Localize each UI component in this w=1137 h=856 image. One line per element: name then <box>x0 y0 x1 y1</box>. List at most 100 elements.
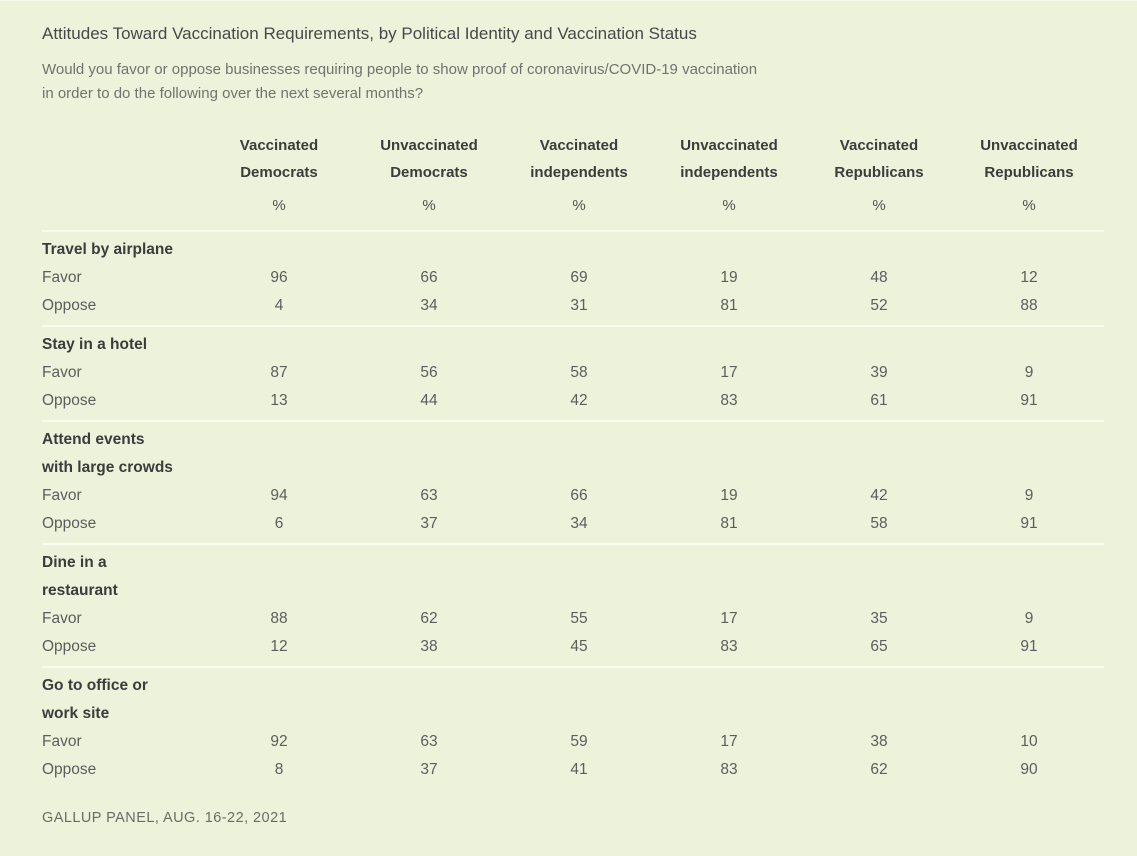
value-cell: 4 <box>274 296 284 314</box>
value-cell: 42 <box>570 391 588 409</box>
activity-label-line: Go to office or <box>42 677 148 694</box>
activity-section: Go to office or work site Favor 92 63 59 17 38 1… <box>42 666 1104 789</box>
column-header: Vaccinated Republicans <box>804 132 954 186</box>
value-cell: 17 <box>720 610 738 627</box>
value-cell: 63 <box>420 487 438 504</box>
column-header-line: Unvaccinated <box>680 137 778 154</box>
value-cell: 9 <box>1024 487 1034 504</box>
unit-row: %%%%%% <box>42 195 1104 217</box>
value-cell: 8 <box>274 760 284 778</box>
value-cell: 94 <box>270 487 288 504</box>
activity-section: Travel by airplane Favor 96 66 69 19 48 12 Oppos… <box>42 230 1104 325</box>
value-cell: 48 <box>870 269 888 286</box>
value-cell: 39 <box>870 364 888 381</box>
value-cell: 58 <box>570 364 588 381</box>
column-header: Unvaccinated independents <box>654 132 804 186</box>
value-cell: 19 <box>720 269 738 286</box>
response-label: Oppose <box>42 296 97 314</box>
response-label: Favor <box>42 487 82 504</box>
column-header-line: independents <box>530 164 628 181</box>
activity-label: Travel by airplane <box>42 236 1104 264</box>
value-cell: 96 <box>270 269 288 286</box>
response-label: Favor <box>42 364 82 381</box>
column-header: Unvaccinated Republicans <box>954 132 1104 186</box>
value-cell: 61 <box>870 391 888 409</box>
activity-section: Dine in a restaurant Favor 88 62 55 17 35 9 Oppos… <box>42 543 1104 666</box>
value-cell: 91 <box>1020 391 1038 409</box>
value-cell: 83 <box>720 391 738 409</box>
value-cell: 91 <box>1020 637 1038 655</box>
value-cell: 34 <box>570 514 588 532</box>
value-cell: 37 <box>420 760 438 778</box>
value-cell: 17 <box>720 733 738 750</box>
activity-label-line: Attend events <box>42 431 145 448</box>
value-cell: 45 <box>570 637 588 655</box>
column-header-line: Vaccinated <box>539 137 619 154</box>
activity-label-line: Stay in a hotel <box>42 336 148 353</box>
response-label: Favor <box>42 610 82 627</box>
value-cell: 69 <box>570 269 588 286</box>
percent-sign: % <box>872 197 886 214</box>
response-row: Oppose 12 38 45 83 65 91 <box>42 633 1104 661</box>
value-cell: 62 <box>870 760 888 778</box>
column-header: Vaccinated independents <box>504 132 654 186</box>
response-row: Favor 87 56 58 17 39 9 <box>42 359 1104 387</box>
value-cell: 88 <box>270 610 288 627</box>
response-label: Oppose <box>42 514 97 532</box>
survey-question-line: Would you favor or oppose businesses req… <box>42 61 758 78</box>
value-cell: 59 <box>570 733 588 750</box>
value-cell: 83 <box>720 637 738 655</box>
value-cell: 83 <box>720 760 738 778</box>
column-header-row: Vaccinated Democrats Unvaccinated Democrats… <box>42 132 1104 186</box>
value-cell: 31 <box>570 296 588 314</box>
activity-label-line: Travel by airplane <box>42 241 173 258</box>
activity-label: Go to office or work site <box>42 672 1104 728</box>
value-cell: 12 <box>270 637 288 655</box>
value-cell: 38 <box>870 733 888 750</box>
value-cell: 9 <box>1024 364 1034 381</box>
vaccination-table: Vaccinated Democrats Unvaccinated Democrats… <box>42 132 1104 789</box>
value-cell: 6 <box>274 514 284 532</box>
activity-section: Attend events with large crowds Favor 94 63 6… <box>42 420 1104 543</box>
percent-sign: % <box>572 197 586 214</box>
value-cell: 38 <box>420 637 438 655</box>
value-cell: 81 <box>720 514 738 532</box>
activity-label: Attend events with large crowds <box>42 426 1104 482</box>
value-cell: 9 <box>1024 610 1034 627</box>
response-label: Oppose <box>42 391 97 409</box>
response-row: Oppose 13 44 42 83 61 91 <box>42 387 1104 415</box>
column-header: Unvaccinated Democrats <box>354 132 504 186</box>
source-note: GALLUP PANEL, AUG. 16-22, 2021 <box>42 810 288 826</box>
value-cell: 12 <box>1020 269 1038 286</box>
value-cell: 52 <box>870 296 888 314</box>
column-header-line: Republicans <box>984 164 1074 181</box>
activity-label-line: Dine in a <box>42 554 107 571</box>
value-cell: 90 <box>1020 760 1038 778</box>
column-header: Vaccinated Democrats <box>204 132 354 186</box>
value-cell: 37 <box>420 514 438 532</box>
value-cell: 56 <box>420 364 438 381</box>
column-header-line: Democrats <box>390 164 468 181</box>
activity-label: Dine in a restaurant <box>42 549 1104 605</box>
survey-question-line: in order to do the following over the ne… <box>42 85 424 102</box>
value-cell: 17 <box>720 364 738 381</box>
value-cell: 42 <box>870 487 888 504</box>
value-cell: 92 <box>270 733 288 750</box>
activity-label: Stay in a hotel <box>42 331 1104 359</box>
value-cell: 65 <box>870 637 888 655</box>
value-cell: 55 <box>570 610 588 627</box>
value-cell: 87 <box>270 364 288 381</box>
percent-sign: % <box>1022 197 1036 214</box>
column-header-line: Vaccinated <box>839 137 919 154</box>
value-cell: 88 <box>1020 296 1038 314</box>
response-label: Oppose <box>42 637 97 655</box>
activity-label-line: restaurant <box>42 582 118 599</box>
percent-sign: % <box>272 197 286 214</box>
value-cell: 58 <box>870 514 888 532</box>
value-cell: 62 <box>420 610 438 627</box>
response-row: Favor 92 63 59 17 38 10 <box>42 728 1104 756</box>
column-header-line: independents <box>680 164 778 181</box>
response-row: Oppose 8 37 41 83 62 90 <box>42 756 1104 784</box>
response-row: Favor 94 63 66 19 42 9 <box>42 482 1104 510</box>
value-cell: 91 <box>1020 514 1038 532</box>
